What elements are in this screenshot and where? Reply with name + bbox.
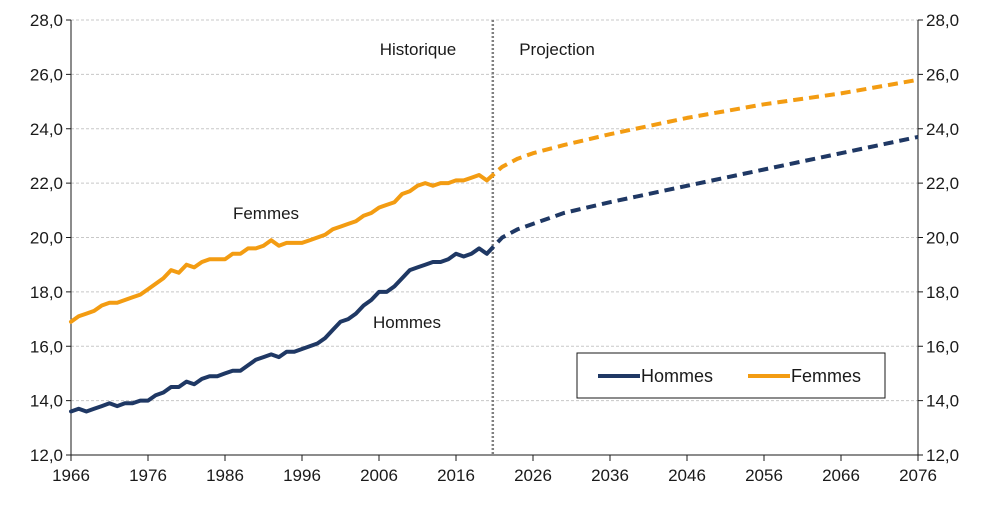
x-tick-label: 1966: [52, 466, 90, 485]
series-hommes-projection: [485, 134, 919, 256]
x-tick-label: 2066: [822, 466, 860, 485]
x-tick-label: 2016: [437, 466, 475, 485]
y-tick-label-right: 24,0: [926, 120, 959, 139]
y-tick-label-left: 14,0: [30, 392, 63, 411]
gridlines: [71, 19, 918, 402]
x-tick-label: 2006: [360, 466, 398, 485]
axes: [66, 19, 923, 461]
series-femmes-projection: [485, 77, 919, 182]
legend-label-hommes: Hommes: [641, 366, 713, 386]
series-lines: [69, 77, 919, 414]
x-tick-label: 2046: [668, 466, 706, 485]
annotation-historique: Historique: [380, 40, 457, 59]
y-tick-label-left: 28,0: [30, 11, 63, 30]
annotation-projection: Projection: [519, 40, 595, 59]
y-tick-label-right: 26,0: [926, 65, 959, 84]
y-axis-right-ticks: 12,0 14,0 16,0 18,0 20,0 22,0 24,0 26,0 28,0: [926, 11, 959, 465]
x-tick-label: 1996: [283, 466, 321, 485]
annotation-femmes: Femmes: [233, 204, 299, 223]
x-tick-label: 2026: [514, 466, 552, 485]
legend-label-femmes: Femmes: [791, 366, 861, 386]
legend: Hommes Femmes: [576, 352, 886, 399]
y-tick-label-left: 26,0: [30, 65, 63, 84]
y-tick-label-left: 12,0: [30, 446, 63, 465]
y-tick-label-right: 18,0: [926, 283, 959, 302]
x-tick-label: 1976: [129, 466, 167, 485]
y-tick-label-right: 16,0: [926, 337, 959, 356]
y-tick-label-right: 28,0: [926, 11, 959, 30]
series-hommes-historical: [69, 246, 489, 414]
y-tick-label-left: 18,0: [30, 283, 63, 302]
y-tick-label-left: 20,0: [30, 229, 63, 248]
x-tick-label: 2056: [745, 466, 783, 485]
y-tick-label-left: 24,0: [30, 120, 63, 139]
y-tick-label-left: 22,0: [30, 174, 63, 193]
x-tick-label: 2036: [591, 466, 629, 485]
series-femmes-historical: [69, 173, 489, 324]
y-tick-label-left: 16,0: [30, 337, 63, 356]
y-tick-label-right: 20,0: [926, 229, 959, 248]
x-tick-label: 1986: [206, 466, 244, 485]
y-tick-label-right: 14,0: [926, 392, 959, 411]
x-axis-ticks: 1966 1976 1986 1996 2006 2016 2026 2036 2046 2056…: [52, 466, 937, 485]
y-axis-left-ticks: 12,0 14,0 16,0 18,0 20,0 22,0 24,0 26,0 28,0: [30, 11, 63, 465]
annotation-hommes: Hommes: [373, 313, 441, 332]
y-tick-label-right: 12,0: [926, 446, 959, 465]
x-tick-label: 2076: [899, 466, 937, 485]
y-tick-label-right: 22,0: [926, 174, 959, 193]
